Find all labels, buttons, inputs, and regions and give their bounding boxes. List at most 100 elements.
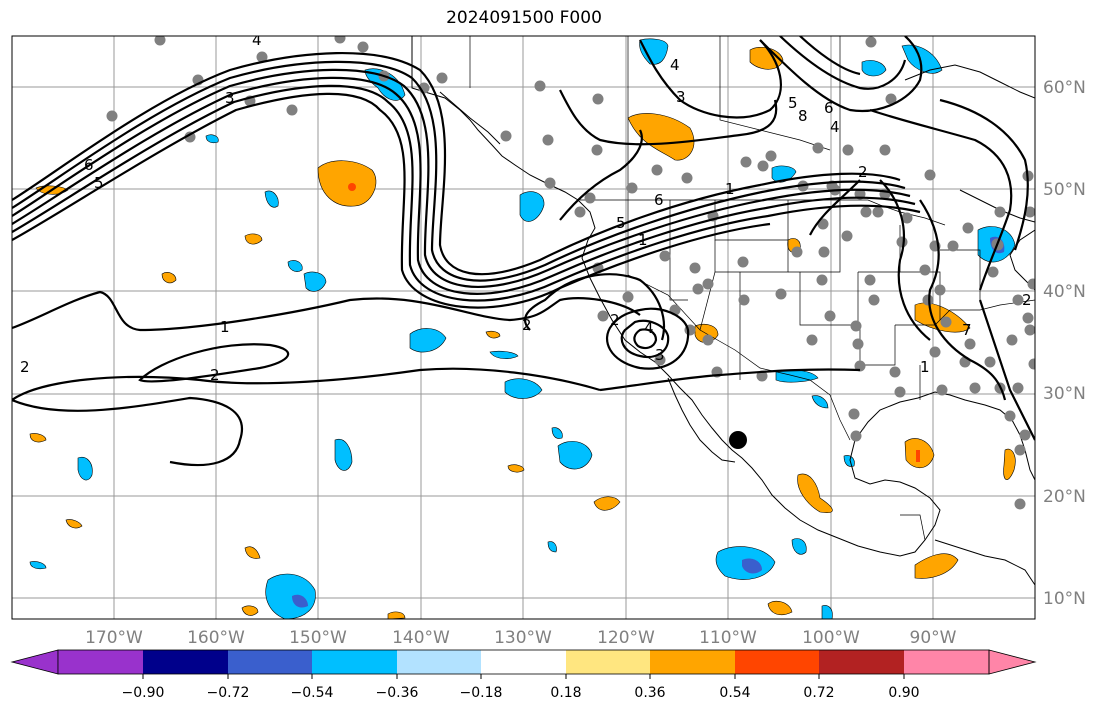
station-marker bbox=[692, 283, 704, 295]
longitude-labels: 170°W 160°W 150°W 140°W 130°W 120°W 110°… bbox=[85, 628, 957, 648]
contour-label: 5 bbox=[616, 214, 626, 232]
colorbar-tick-label: 0.36 bbox=[634, 685, 665, 701]
lon-tick: 110°W bbox=[699, 628, 757, 648]
station-marker bbox=[1006, 334, 1018, 346]
lat-tick: 50°N bbox=[1043, 180, 1086, 200]
colorbar-tick-label: −0.90 bbox=[122, 685, 165, 701]
station-marker bbox=[848, 408, 860, 420]
lon-tick: 140°W bbox=[392, 628, 450, 648]
station-marker bbox=[436, 72, 448, 84]
colorbar-segment bbox=[650, 650, 735, 674]
station-marker bbox=[889, 366, 901, 378]
station-marker bbox=[738, 294, 750, 306]
station-marker bbox=[154, 36, 166, 46]
map-border bbox=[11, 35, 1036, 620]
contour-label: 3 bbox=[676, 88, 686, 106]
contour-label: 4 bbox=[830, 118, 840, 136]
station-marker bbox=[357, 41, 369, 53]
colorbar-tick-label: 0.54 bbox=[719, 685, 750, 701]
station-marker bbox=[929, 346, 941, 358]
station-marker bbox=[702, 278, 714, 290]
lat-tick: 10°N bbox=[1043, 589, 1086, 609]
colorbar-tick-label: 0.18 bbox=[550, 685, 581, 701]
station-marker bbox=[872, 206, 884, 218]
station-marker bbox=[852, 338, 864, 350]
station-marker bbox=[922, 294, 934, 306]
station-marker bbox=[1014, 498, 1026, 510]
station-marker bbox=[987, 266, 999, 278]
station-marker bbox=[597, 310, 609, 322]
anomaly-shading bbox=[29, 38, 1016, 619]
station-marker bbox=[756, 370, 768, 382]
station-marker bbox=[850, 320, 862, 332]
station-marker bbox=[919, 264, 931, 276]
contour-label: 2 bbox=[1022, 291, 1032, 309]
colorbar-tick-label: −0.36 bbox=[376, 685, 419, 701]
station-marker bbox=[947, 240, 959, 252]
station-marker bbox=[824, 310, 836, 322]
lon-tick: 90°W bbox=[910, 628, 957, 648]
station-marker bbox=[791, 246, 803, 258]
station-marker bbox=[1027, 278, 1035, 290]
contour-label: 5 bbox=[788, 94, 798, 112]
station-marker bbox=[775, 288, 787, 300]
colorbar-segment bbox=[481, 650, 566, 674]
contour-label: 4 bbox=[670, 56, 680, 74]
station-marker bbox=[865, 36, 877, 48]
station-marker bbox=[184, 131, 196, 143]
contour-label: 1 bbox=[725, 180, 735, 198]
station-marker bbox=[896, 236, 908, 248]
station-marker bbox=[860, 206, 872, 218]
contour-label: 1 bbox=[220, 318, 230, 336]
colorbar-segment bbox=[397, 650, 481, 674]
station-marker bbox=[1024, 324, 1035, 336]
station-marker bbox=[901, 212, 913, 224]
colorbar-tick-label: 0.90 bbox=[888, 685, 919, 701]
colorbar-segment bbox=[58, 650, 143, 674]
contour-label: 2 bbox=[858, 163, 868, 181]
station-marker bbox=[934, 284, 946, 296]
contour-label: 3 bbox=[225, 89, 235, 107]
station-marker bbox=[850, 430, 862, 442]
map-title: 2024091500 F000 bbox=[446, 8, 602, 28]
station-marker bbox=[868, 294, 880, 306]
station-marker bbox=[1019, 429, 1031, 441]
contour-lines bbox=[12, 36, 1035, 467]
station-marker bbox=[1014, 444, 1026, 456]
station-marker bbox=[591, 144, 603, 156]
station-marker bbox=[500, 130, 512, 142]
station-marker bbox=[622, 291, 634, 303]
station-marker bbox=[584, 192, 596, 204]
contour-label: 6 bbox=[654, 191, 664, 209]
station-marker bbox=[702, 334, 714, 346]
station-marker bbox=[651, 164, 663, 176]
station-marker bbox=[544, 177, 556, 189]
station-marker bbox=[842, 144, 854, 156]
station-marker bbox=[816, 274, 828, 286]
station-marker bbox=[841, 230, 853, 242]
colorbar-segment bbox=[312, 650, 397, 674]
station-marker bbox=[984, 356, 996, 368]
colorbar-tick-label: −0.72 bbox=[207, 685, 250, 701]
colorbar-segment bbox=[143, 650, 228, 674]
station-marker bbox=[936, 384, 948, 396]
lon-tick: 100°W bbox=[802, 628, 860, 648]
contour-label: 3 bbox=[655, 346, 665, 364]
station-marker bbox=[106, 110, 118, 122]
lon-tick: 170°W bbox=[85, 628, 143, 648]
station-marker bbox=[534, 80, 546, 92]
station-marker bbox=[757, 160, 769, 172]
contour-label: 2 bbox=[610, 311, 620, 329]
contour-labels: 4 3 6 5 1 2 2 1 2 4 3 2 5 6 1 4 3 6 5 8 … bbox=[20, 31, 1032, 384]
contour-label: 2 bbox=[20, 358, 30, 376]
station-marker bbox=[286, 104, 298, 116]
lon-tick: 120°W bbox=[597, 628, 655, 648]
station-marker bbox=[854, 360, 866, 372]
colorbar-extend-high bbox=[988, 649, 1037, 675]
contour-label: 4 bbox=[252, 31, 262, 49]
station-marker bbox=[812, 142, 824, 154]
station-marker bbox=[994, 206, 1006, 218]
station-marker bbox=[765, 150, 777, 162]
station-marker bbox=[334, 36, 346, 44]
station-marker bbox=[864, 274, 876, 286]
